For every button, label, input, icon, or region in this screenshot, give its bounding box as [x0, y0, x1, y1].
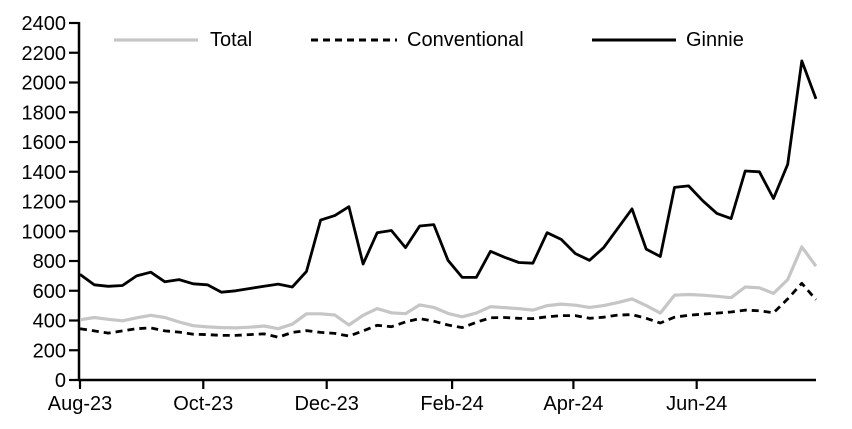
y-axis-tick-label: 600: [33, 281, 66, 303]
conventional-line-swatch-icon: [311, 38, 397, 42]
x-axis-tick-label: Aug-23: [48, 393, 113, 415]
x-axis-tick-label: Jun-24: [666, 393, 727, 415]
legend-item-ginnie: Ginnie: [591, 30, 744, 50]
x-axis-tick-label: Apr-24: [543, 393, 603, 415]
y-axis-tick-label: 1600: [22, 132, 67, 154]
legend-label-conventional: Conventional: [407, 29, 524, 51]
y-axis-tick-label: 2400: [22, 13, 67, 35]
series-line-ginnie: [79, 59, 818, 294]
y-axis-tick-label: 0: [55, 370, 66, 392]
y-axis-tick-label: 1200: [22, 192, 67, 214]
x-axis-tick-label: Oct-23: [173, 393, 233, 415]
y-axis-tick-label: 1800: [22, 102, 67, 124]
legend-item-conventional: Conventional: [310, 30, 524, 50]
y-axis-tick-label: 2200: [22, 43, 67, 65]
legend-label-total: Total: [210, 29, 253, 51]
legend-item-total: Total: [113, 30, 252, 50]
total-line-swatch-icon: [114, 38, 198, 42]
y-axis-tick-label: 1400: [22, 162, 67, 184]
x-axis-tick-label: Feb-24: [420, 393, 483, 415]
series-line-total: [79, 245, 818, 331]
y-axis-tick-label: 800: [33, 251, 66, 273]
series-line-conventional: [79, 281, 818, 339]
y-axis-tick-label: 200: [33, 340, 66, 362]
ginnie-line-swatch-icon: [592, 38, 676, 42]
y-axis-tick-label: 1000: [22, 221, 67, 243]
legend-label-ginnie: Ginnie: [686, 29, 744, 51]
y-axis-tick-label: 2000: [22, 73, 67, 95]
x-axis-tick-label: Dec-23: [294, 393, 358, 415]
y-axis-tick-label: 400: [33, 311, 66, 333]
